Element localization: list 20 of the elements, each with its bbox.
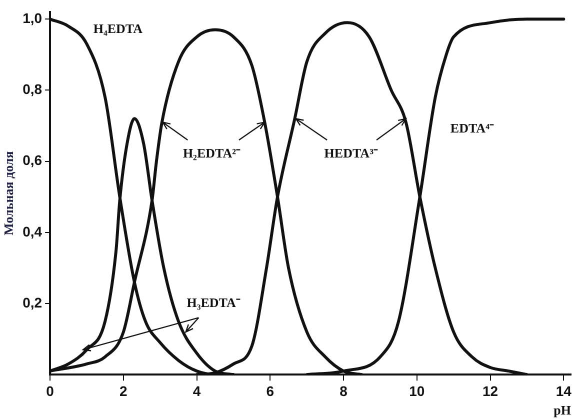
x-tick-label: 4 — [192, 382, 201, 399]
x-tick-label: 6 — [266, 382, 274, 399]
x-tick-label: 8 — [340, 382, 348, 399]
x-tick-label: 10 — [409, 382, 425, 399]
annotation: H₂EDTA²⁻ — [182, 146, 242, 161]
y-tick-label: 0,2 — [22, 294, 42, 310]
y-tick-label: 1,0 — [22, 10, 42, 26]
y-axis-title: Мольная доля — [1, 151, 16, 236]
annotation: H₄EDTA — [93, 21, 144, 36]
x-axis-title: pH — [554, 402, 571, 418]
x-tick-label: 12 — [482, 382, 498, 399]
x-tick-label: 14 — [556, 382, 572, 399]
annotation: HEDTA³⁻ — [324, 146, 378, 161]
annotation: EDTA⁴⁻ — [450, 120, 494, 136]
x-tick-label: 0 — [46, 382, 54, 399]
y-tick-label: 0,4 — [22, 223, 42, 240]
x-tick-label: 2 — [120, 382, 128, 399]
y-tick-label: 0,8 — [22, 81, 42, 98]
annotation: H₃EDTA⁻ — [186, 294, 241, 310]
y-tick-label: 0,6 — [22, 152, 42, 168]
